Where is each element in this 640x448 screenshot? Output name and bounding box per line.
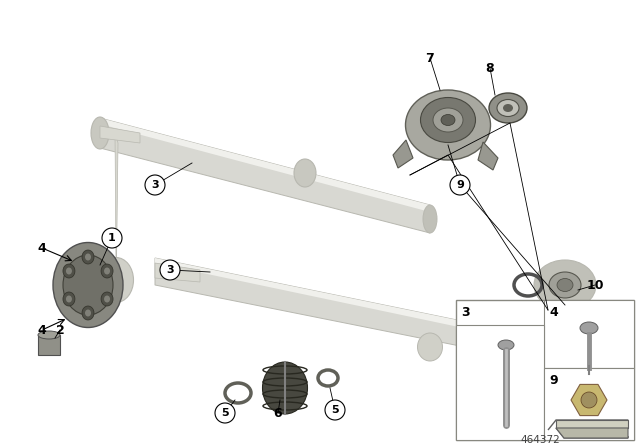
Ellipse shape xyxy=(104,267,110,275)
Ellipse shape xyxy=(420,98,476,142)
Text: 8: 8 xyxy=(486,61,494,74)
Text: 9: 9 xyxy=(456,180,464,190)
Ellipse shape xyxy=(534,260,596,310)
Text: 4: 4 xyxy=(38,241,46,254)
Ellipse shape xyxy=(104,296,110,302)
Ellipse shape xyxy=(489,93,527,123)
Ellipse shape xyxy=(66,267,72,275)
Polygon shape xyxy=(100,126,140,143)
Polygon shape xyxy=(115,133,118,307)
Ellipse shape xyxy=(63,264,75,278)
Circle shape xyxy=(215,403,235,423)
Text: 7: 7 xyxy=(426,52,435,65)
Bar xyxy=(456,325,544,440)
Ellipse shape xyxy=(82,306,94,320)
Circle shape xyxy=(450,175,470,195)
Circle shape xyxy=(325,400,345,420)
Text: 3: 3 xyxy=(151,180,159,190)
Polygon shape xyxy=(393,140,413,168)
Ellipse shape xyxy=(53,242,123,327)
Ellipse shape xyxy=(433,108,463,132)
Polygon shape xyxy=(100,118,430,233)
Circle shape xyxy=(581,392,597,408)
Ellipse shape xyxy=(63,255,113,315)
Polygon shape xyxy=(155,258,530,342)
Text: 5: 5 xyxy=(331,405,339,415)
Ellipse shape xyxy=(262,362,307,414)
Text: 9: 9 xyxy=(550,374,558,387)
Ellipse shape xyxy=(91,117,109,149)
Ellipse shape xyxy=(549,272,581,298)
Ellipse shape xyxy=(85,254,91,260)
Ellipse shape xyxy=(580,322,598,334)
Text: 4: 4 xyxy=(38,323,46,336)
Circle shape xyxy=(102,228,122,248)
Polygon shape xyxy=(100,118,430,212)
Polygon shape xyxy=(540,343,565,355)
Ellipse shape xyxy=(441,115,455,125)
Ellipse shape xyxy=(497,99,519,116)
Ellipse shape xyxy=(99,258,134,302)
Ellipse shape xyxy=(498,340,514,350)
Ellipse shape xyxy=(101,264,113,278)
Polygon shape xyxy=(155,258,530,360)
Polygon shape xyxy=(556,428,628,438)
Text: 3: 3 xyxy=(461,306,470,319)
Ellipse shape xyxy=(101,292,113,306)
Ellipse shape xyxy=(66,296,72,302)
Text: 5: 5 xyxy=(221,408,229,418)
Polygon shape xyxy=(38,335,60,355)
Polygon shape xyxy=(556,420,628,428)
Ellipse shape xyxy=(503,104,513,112)
Text: 6: 6 xyxy=(274,406,282,419)
Ellipse shape xyxy=(406,90,490,160)
Ellipse shape xyxy=(85,310,91,316)
Ellipse shape xyxy=(38,331,60,339)
Ellipse shape xyxy=(294,159,316,187)
Ellipse shape xyxy=(82,250,94,264)
Ellipse shape xyxy=(63,292,75,306)
Text: 3: 3 xyxy=(166,265,174,275)
Ellipse shape xyxy=(417,333,442,361)
Polygon shape xyxy=(490,334,545,357)
Bar xyxy=(544,300,634,368)
Bar xyxy=(544,368,634,440)
Text: 10: 10 xyxy=(586,279,604,292)
Circle shape xyxy=(145,175,165,195)
Polygon shape xyxy=(155,263,200,282)
Circle shape xyxy=(160,260,180,280)
Text: 464372: 464372 xyxy=(520,435,560,445)
Text: 4: 4 xyxy=(550,306,558,319)
Text: 1: 1 xyxy=(108,233,116,243)
Bar xyxy=(456,300,634,440)
Ellipse shape xyxy=(423,205,437,233)
Ellipse shape xyxy=(557,279,573,292)
Polygon shape xyxy=(478,142,498,170)
Text: 2: 2 xyxy=(56,323,65,336)
